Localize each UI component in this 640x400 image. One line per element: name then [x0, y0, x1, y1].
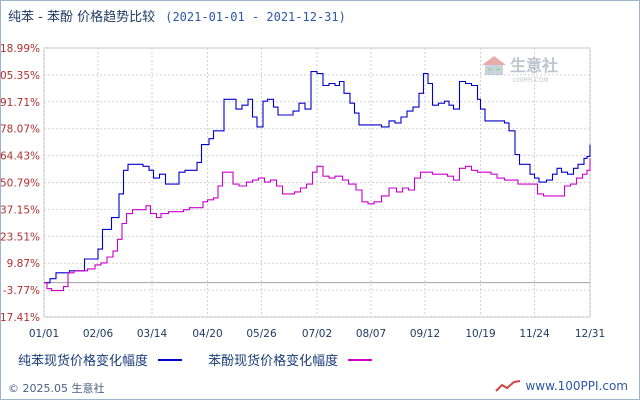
legend-swatch-benzene	[158, 358, 183, 361]
chart-title-text: 纯苯 - 苯酚 价格趋势比较	[8, 10, 156, 25]
x-tick-label: 02/06	[83, 328, 114, 340]
footer-site-link[interactable]: www.100PPI.com	[525, 379, 628, 393]
footer-copyright: © 2025.05 生意社	[8, 382, 105, 395]
x-tick-label: 05/26	[246, 328, 277, 340]
watermark-text: 生意社	[510, 56, 558, 75]
legend-label-phenol: 苯酚现货价格变化幅度	[208, 354, 339, 369]
y-axis-ticks: 118.99% 105.35% 91.71% 78.07% 64.43% 50.79% 37…	[0, 43, 40, 324]
x-axis-ticks: 01/01 02/06 03/14 04/20 05/26 07/02 08/07 09/12…	[29, 328, 605, 340]
y-tick-label: 78.07%	[0, 124, 40, 136]
y-tick-label: -3.77%	[3, 285, 40, 297]
x-tick-label: 03/14	[137, 328, 168, 340]
x-tick-label: 08/07	[356, 328, 386, 340]
watermark-logo-icon	[482, 56, 506, 75]
y-tick-label: 23.51%	[0, 231, 40, 243]
chart-legend: 纯苯现货价格变化幅度 苯酚现货价格变化幅度	[18, 350, 394, 369]
x-tick-label: 10/19	[465, 328, 495, 340]
legend-item-phenol: 苯酚现货价格变化幅度	[208, 350, 373, 369]
legend-swatch-phenol	[348, 358, 373, 361]
y-tick-label: 105.35%	[0, 70, 40, 82]
chart-grid	[43, 47, 591, 318]
watermark-subtext: 100PPI.COM	[512, 77, 548, 84]
x-tick-label: 11/24	[519, 328, 550, 340]
y-tick-label: 9.87%	[7, 258, 40, 270]
y-tick-label: 91.71%	[0, 97, 40, 109]
chart-title: 纯苯 - 苯酚 价格趋势比较 (2021-01-01 - 2021-12-31)	[8, 6, 346, 25]
chart-date-range: (2021-01-01 - 2021-12-31)	[165, 10, 346, 24]
footer-logo-icon	[495, 380, 521, 392]
legend-item-benzene: 纯苯现货价格变化幅度	[18, 350, 183, 369]
x-tick-label: 09/12	[410, 328, 440, 340]
y-tick-label: 50.79%	[0, 178, 40, 190]
y-tick-label: -17.41%	[0, 312, 40, 324]
x-tick-label: 07/02	[302, 328, 332, 340]
chart-series	[44, 71, 591, 292]
y-tick-label: 118.99%	[0, 43, 40, 55]
footer-site[interactable]: www.100PPI.com	[495, 379, 628, 393]
series-line-phenol	[44, 158, 591, 292]
x-tick-label: 04/20	[192, 328, 222, 340]
site-watermark: 生意社 100PPI.COM	[482, 56, 558, 84]
y-tick-label: 64.43%	[0, 151, 40, 163]
x-tick-label: 01/01	[29, 328, 59, 340]
legend-label-benzene: 纯苯现货价格变化幅度	[18, 354, 149, 369]
page-footer: © 2025.05 生意社 www.100PPI.com	[0, 372, 640, 400]
y-tick-label: 37.15%	[0, 204, 40, 216]
x-tick-label: 12/31	[575, 328, 605, 340]
series-line-benzene	[44, 71, 591, 284]
